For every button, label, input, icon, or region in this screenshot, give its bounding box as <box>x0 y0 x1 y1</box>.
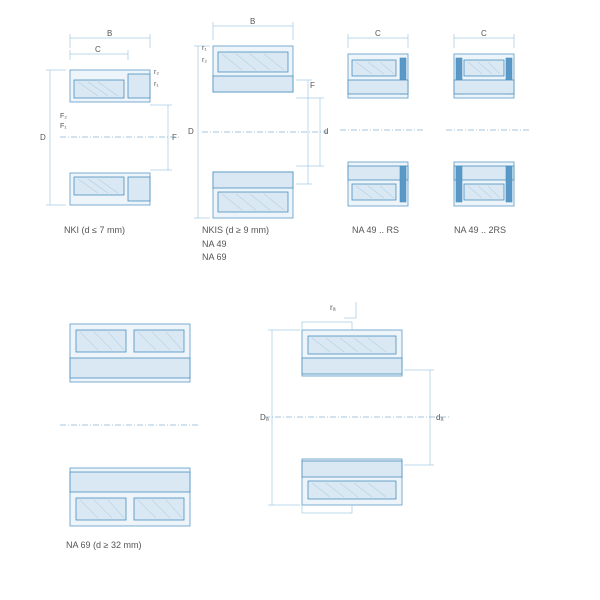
caption-fig2-b: NA 49 <box>202 239 227 249</box>
svg-text:C: C <box>481 30 487 38</box>
svg-text:rₐ: rₐ <box>330 303 337 312</box>
svg-text:r₁: r₁ <box>202 45 207 52</box>
svg-text:B: B <box>250 18 255 26</box>
svg-text:Dₐ: Dₐ <box>260 413 270 422</box>
caption-fig2-c: NA 69 <box>202 252 227 262</box>
svg-text:F₁: F₁ <box>60 123 67 130</box>
caption-fig2-a: NKIS (d ≥ 9 mm) <box>202 225 269 235</box>
svg-text:D: D <box>40 133 46 142</box>
svg-text:B: B <box>107 30 112 38</box>
caption-fig3: NA 49 .. RS <box>352 225 399 235</box>
caption-fig4: NA 49 .. 2RS <box>454 225 506 235</box>
caption-fig5: NA 69 (d ≥ 32 mm) <box>66 540 141 550</box>
svg-text:C: C <box>95 45 101 54</box>
caption-fig1: NKI (d ≤ 7 mm) <box>64 225 125 235</box>
svg-text:r₁: r₁ <box>154 81 159 88</box>
svg-text:dₐ: dₐ <box>436 413 444 422</box>
svg-text:F: F <box>172 133 177 142</box>
fig-na69 <box>50 310 210 540</box>
fig-mounting: Dₐ dₐ rₐ <box>260 300 460 530</box>
fig-nkis: B D d F r₁ r₂ <box>188 18 338 238</box>
svg-text:d: d <box>324 127 328 136</box>
svg-text:r₂: r₂ <box>202 57 207 64</box>
fig-nki: B C D F r₂ r₁ F₂ F₁ <box>30 30 200 230</box>
fig-na49-rs: C <box>332 30 432 230</box>
svg-text:C: C <box>375 30 381 38</box>
svg-text:F: F <box>310 81 315 90</box>
svg-text:F₂: F₂ <box>60 113 67 120</box>
svg-text:r₂: r₂ <box>154 69 159 76</box>
svg-text:D: D <box>188 127 194 136</box>
fig-na49-2rs: C <box>438 30 538 230</box>
